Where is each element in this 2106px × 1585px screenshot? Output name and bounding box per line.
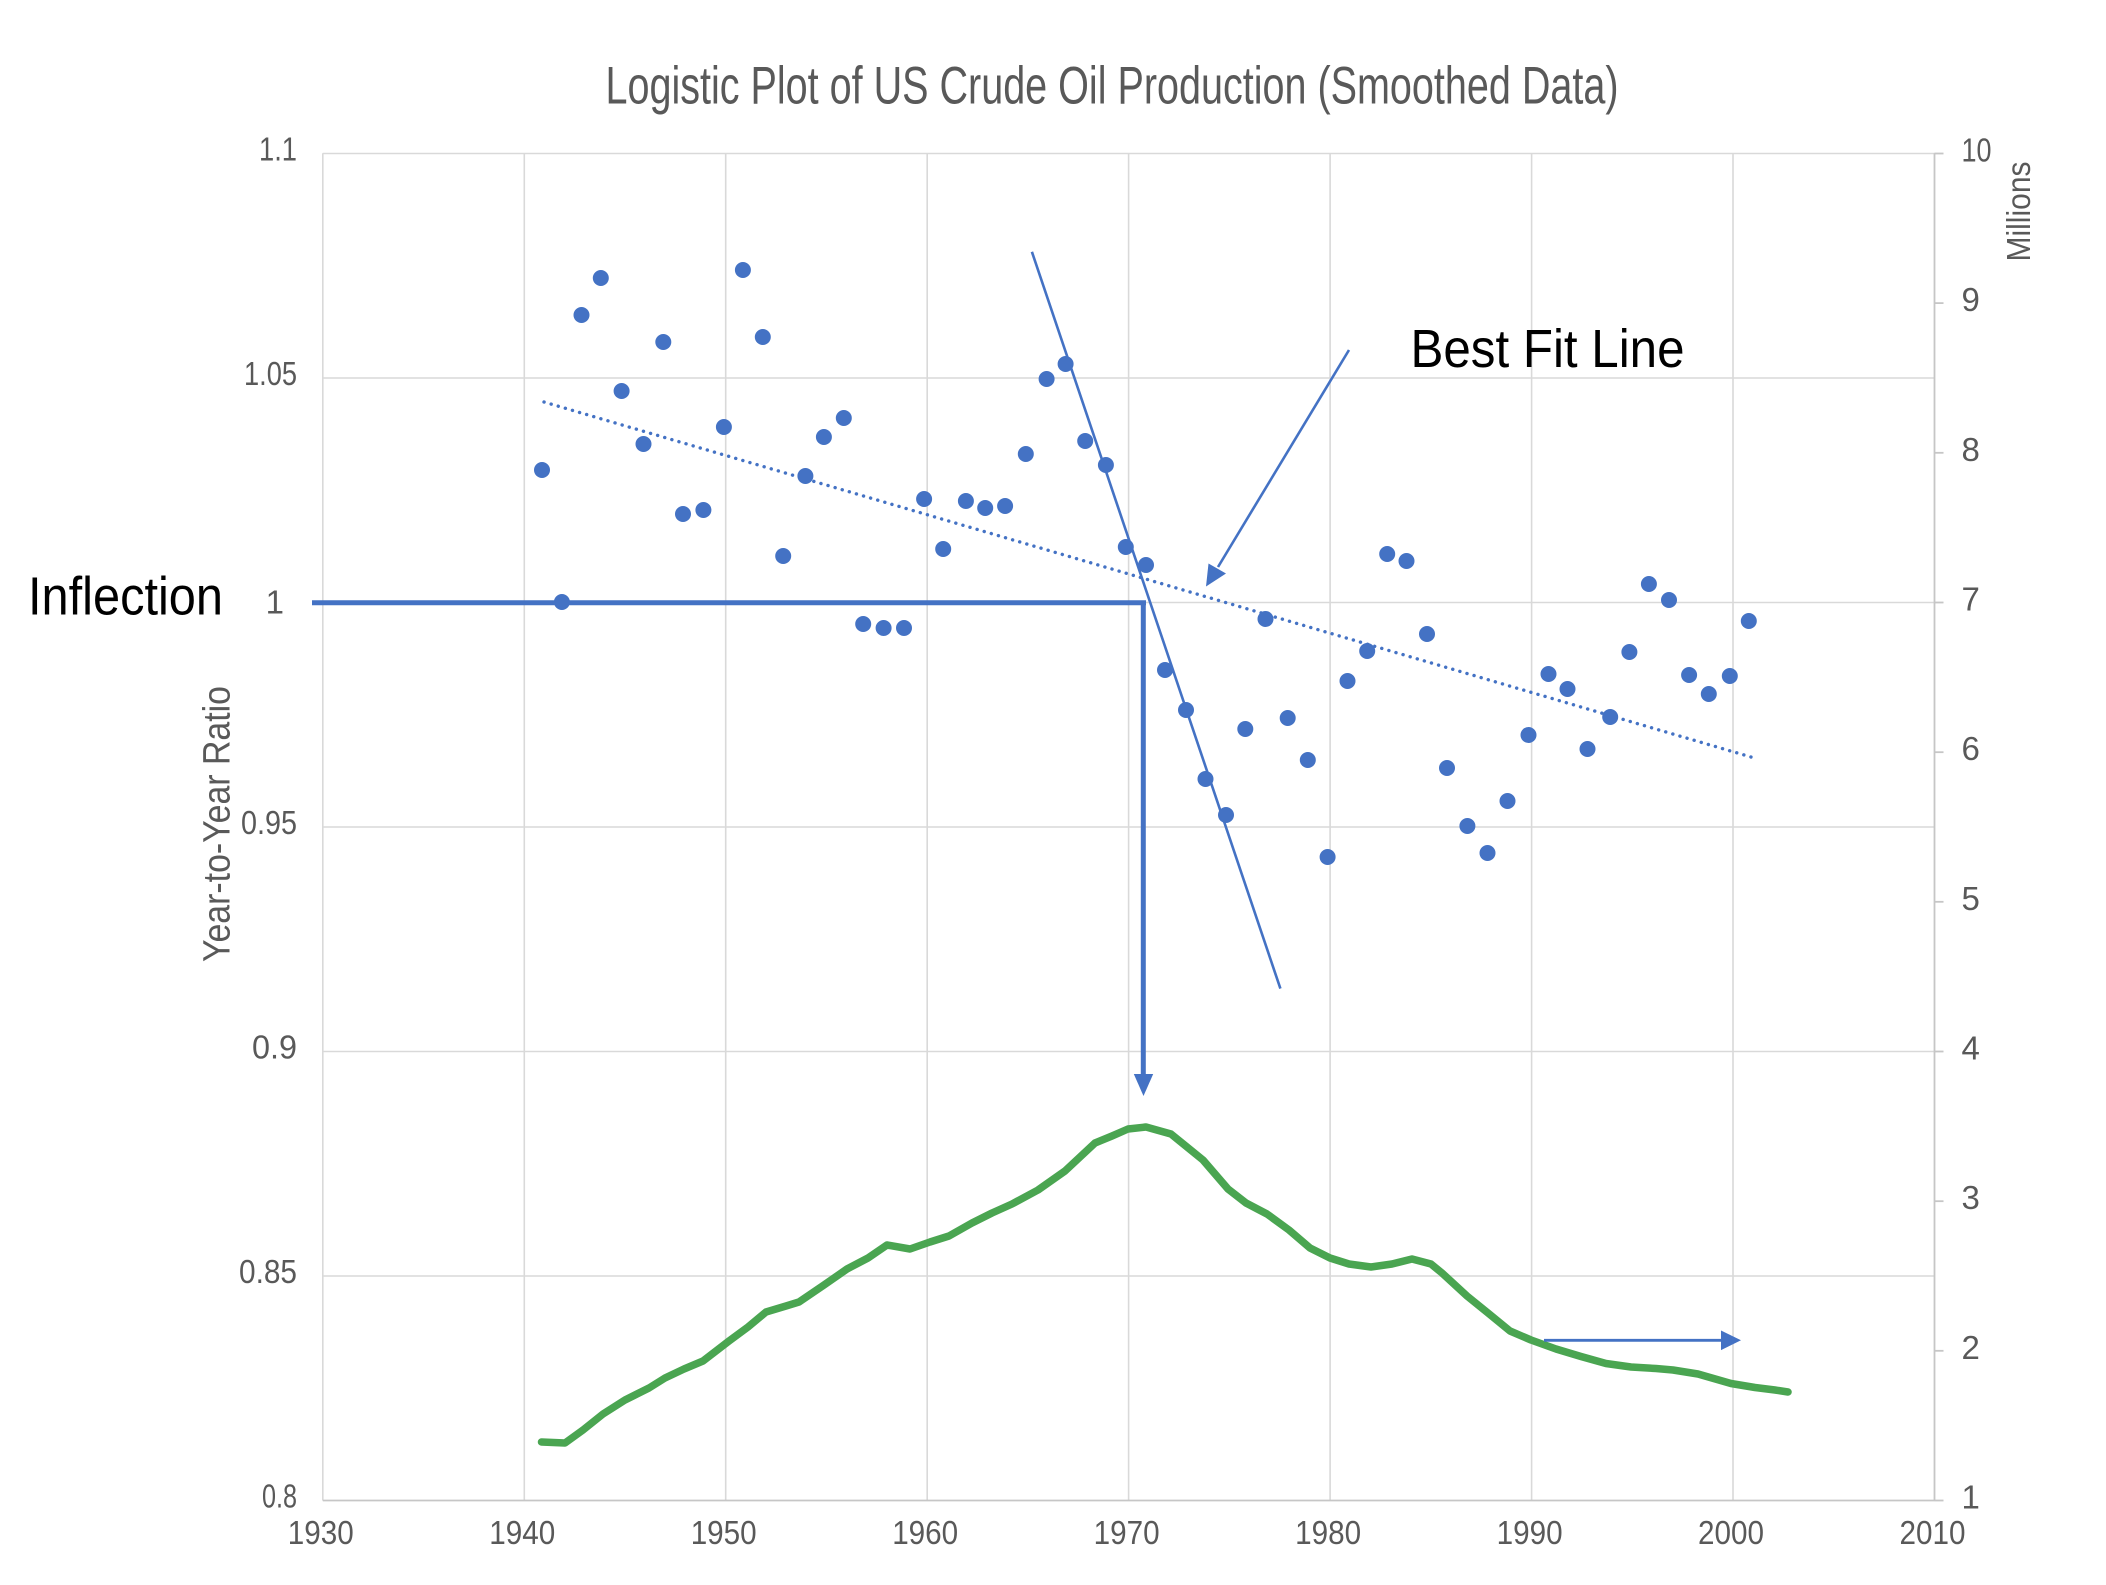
svg-text:Year-to-Year Ratio: Year-to-Year Ratio <box>196 686 238 962</box>
svg-text:1970: 1970 <box>1094 1514 1160 1551</box>
svg-text:3: 3 <box>1962 1179 1980 1216</box>
svg-text:6: 6 <box>1962 730 1980 767</box>
svg-text:7: 7 <box>1962 581 1980 618</box>
svg-text:Best Fit Line: Best Fit Line <box>1411 319 1685 379</box>
svg-text:1: 1 <box>266 584 284 621</box>
svg-text:2000: 2000 <box>1698 1514 1764 1551</box>
svg-text:1.05: 1.05 <box>244 355 297 392</box>
svg-text:10: 10 <box>1962 132 1992 169</box>
svg-text:0.8: 0.8 <box>262 1478 297 1515</box>
svg-text:1990: 1990 <box>1497 1514 1563 1551</box>
svg-text:2010: 2010 <box>1900 1514 1966 1551</box>
svg-text:2: 2 <box>1962 1329 1980 1366</box>
svg-text:0.95: 0.95 <box>241 804 297 841</box>
svg-text:1.1: 1.1 <box>259 131 297 168</box>
svg-text:1: 1 <box>1962 1479 1980 1516</box>
svg-text:0.85: 0.85 <box>239 1253 297 1290</box>
svg-text:1980: 1980 <box>1295 1514 1361 1551</box>
svg-text:5: 5 <box>1962 880 1980 917</box>
svg-text:8: 8 <box>1962 431 1980 468</box>
svg-text:0.9: 0.9 <box>252 1029 297 1066</box>
svg-text:1940: 1940 <box>489 1514 555 1551</box>
svg-text:1950: 1950 <box>691 1514 757 1551</box>
svg-text:1930: 1930 <box>288 1514 354 1551</box>
svg-text:1960: 1960 <box>892 1514 958 1551</box>
svg-text:Logistic Plot of US Crude Oil: Logistic Plot of US Crude Oil Production… <box>606 57 1619 116</box>
svg-text:4: 4 <box>1962 1030 1980 1067</box>
svg-text:Inflection: Inflection <box>28 567 223 627</box>
svg-text:9: 9 <box>1962 281 1980 318</box>
svg-text:Millions: Millions <box>2000 162 2037 262</box>
